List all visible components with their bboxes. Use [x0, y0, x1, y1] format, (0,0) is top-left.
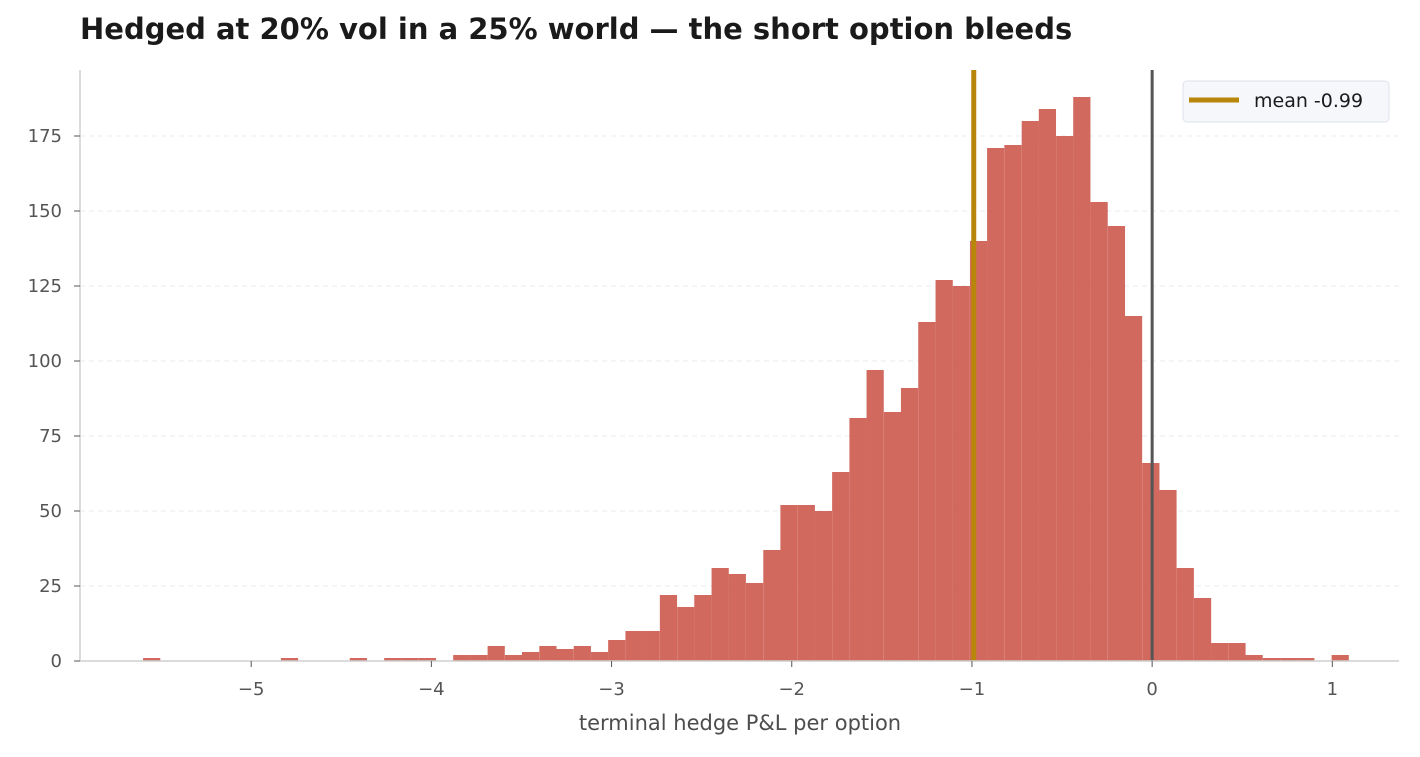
histogram-bar	[763, 550, 781, 661]
histogram-bar	[143, 658, 161, 661]
x-tick-label: −1	[959, 679, 986, 700]
histogram-bar	[745, 583, 764, 661]
histogram-bar	[918, 322, 936, 661]
legend: mean -0.99	[1182, 80, 1390, 123]
histogram-bar	[814, 511, 833, 661]
x-tick-label: −5	[238, 679, 265, 700]
histogram-bar	[522, 652, 540, 661]
y-tick-label: 75	[39, 426, 62, 447]
y-tick-label: 150	[28, 201, 62, 222]
histogram-bar	[711, 568, 729, 661]
histogram-bar	[1262, 658, 1281, 661]
histogram-bar	[556, 649, 574, 661]
histogram-bar	[1107, 226, 1126, 661]
x-axis-label: terminal hedge P&L per option	[579, 711, 901, 735]
x-tick-label: 1	[1327, 679, 1338, 700]
histogram-bar	[608, 640, 626, 661]
histogram-bar	[1056, 136, 1074, 661]
histogram-bar	[832, 472, 850, 661]
histogram-bar	[677, 607, 695, 661]
y-tick-label: 0	[51, 651, 62, 672]
histogram-bar	[900, 388, 919, 661]
gridlines	[80, 135, 1399, 587]
histogram-bar	[1193, 598, 1212, 661]
histogram-bar	[591, 652, 609, 661]
histogram-bars	[143, 97, 1349, 661]
histogram-bar	[866, 370, 884, 661]
x-tick-label: −4	[418, 679, 445, 700]
histogram-bar	[487, 646, 505, 661]
histogram-bar	[935, 280, 953, 661]
histogram-bar	[573, 646, 591, 661]
histogram-bar	[504, 655, 523, 661]
histogram-bar	[987, 148, 1005, 661]
y-tick-label: 100	[28, 351, 62, 372]
y-tick-label: 50	[39, 501, 62, 522]
histogram-bar	[1228, 643, 1246, 661]
histogram-bar	[728, 574, 746, 661]
histogram-bar	[349, 658, 367, 661]
histogram-bar	[539, 646, 557, 661]
histogram-bar	[1021, 121, 1039, 661]
histogram-bar	[797, 505, 815, 661]
histogram-bar	[883, 412, 902, 661]
histogram-bar	[625, 631, 643, 661]
histogram-bar	[1331, 655, 1349, 661]
histogram-bar	[642, 631, 660, 661]
histogram-bar	[1038, 109, 1057, 661]
histogram-bar	[1176, 568, 1194, 661]
histogram-bar	[1297, 658, 1315, 661]
histogram-bar	[1159, 490, 1177, 661]
histogram-bar	[470, 655, 488, 661]
x-tick-label: −3	[598, 679, 625, 700]
legend-label-mean: mean -0.99	[1254, 90, 1363, 112]
histogram-bar	[280, 658, 299, 661]
reference-lines	[971, 70, 1154, 661]
histogram-bar	[384, 658, 402, 661]
histogram-bar	[1124, 316, 1143, 661]
histogram-bar	[694, 595, 712, 661]
histogram-bar	[1211, 643, 1229, 661]
histogram-bar	[401, 658, 419, 661]
histogram-bar	[849, 418, 867, 661]
histogram-bar	[1004, 145, 1022, 661]
y-tick-label: 175	[28, 126, 62, 147]
x-tick-label: −2	[778, 679, 805, 700]
chart-title: Hedged at 20% vol in a 25% world — the s…	[80, 12, 1073, 46]
histogram-bar	[1073, 97, 1091, 661]
histogram-bar	[952, 286, 970, 661]
histogram-bar	[418, 658, 436, 661]
y-tick-label: 125	[28, 276, 62, 297]
histogram-bar	[1090, 202, 1108, 661]
histogram-bar	[659, 595, 678, 661]
legend-box	[1182, 80, 1390, 123]
histogram-bar	[453, 655, 471, 661]
y-tick-label: 25	[39, 576, 62, 597]
x-tick-label: 0	[1146, 679, 1157, 700]
histogram-bar	[780, 505, 798, 661]
histogram-bar	[1280, 658, 1298, 661]
tick-labels: −5 −4 −3 −2 −1 0 1 0 25 50 75 100 125 150 175	[28, 126, 1338, 700]
histogram-bar	[1245, 655, 1263, 661]
axes	[74, 70, 1399, 667]
